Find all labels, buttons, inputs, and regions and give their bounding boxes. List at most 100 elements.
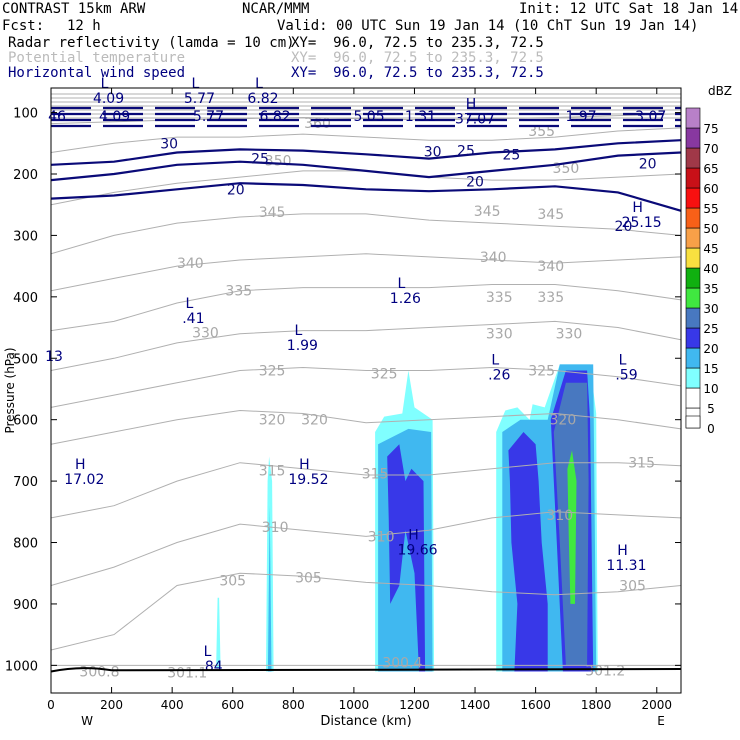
theta-label-19: 320	[259, 413, 286, 429]
colorbar-label-15: 15	[703, 362, 718, 376]
extremum-value-15: .84	[200, 659, 222, 675]
reflectivity-cell-5	[387, 444, 426, 672]
extremum-L-marker-7: L	[294, 323, 302, 339]
theta-label-28: 305	[219, 574, 246, 590]
y-tick-label-600: 600	[13, 414, 38, 429]
theta-contour-310	[51, 511, 681, 586]
model-title: CONTRAST 15km ARW	[2, 1, 146, 17]
jet-value-7: 3.07	[635, 109, 666, 125]
extremum-value-10: 13	[45, 349, 63, 365]
wind-label-6: 20	[466, 174, 484, 190]
theta-label-0: 360	[304, 116, 331, 132]
extremum-value-13: 19.66	[397, 542, 437, 558]
colorbar-below-swatch	[685, 415, 701, 429]
reflectivity-cell-8	[508, 432, 548, 672]
x-end-label-right: E	[657, 714, 665, 728]
theta-label-9: 340	[537, 259, 564, 275]
extremum-value-3: 37.07	[455, 111, 495, 127]
field-reflectivity-name: Radar reflectivity (lamda = 10 cm)	[8, 35, 295, 51]
x-end-label-left: W	[81, 714, 93, 728]
x-tick-label-1800: 1800	[581, 698, 612, 712]
extremum-value-6: .41	[182, 311, 204, 327]
wind-contour-30	[51, 139, 681, 166]
wind-contour-layer	[51, 106, 681, 212]
theta-label-21: 320	[550, 413, 577, 429]
theta-label-24: 315	[628, 456, 655, 472]
jet-value-2: 5.77	[193, 109, 224, 125]
y-tick-label-200: 200	[13, 168, 38, 183]
colorbar-label-30: 30	[703, 302, 718, 316]
colorbar-swatch-40	[685, 247, 701, 269]
x-tick-label-1600: 1600	[520, 698, 551, 712]
field-theta-name: Potential temperature	[8, 50, 186, 66]
colorbar-swatch-70	[685, 127, 701, 149]
x-tick-label-1000: 1000	[339, 698, 370, 712]
x-tick-label-400: 400	[161, 698, 184, 712]
theta-label-5: 345	[474, 204, 501, 220]
theta-label-12: 335	[537, 290, 564, 306]
theta-label-22: 315	[259, 464, 286, 480]
field-theta-xy: XY= 96.0, 72.5 to 235.3, 72.5	[291, 50, 544, 66]
x-tick-label-2000: 2000	[641, 698, 672, 712]
y-axis-title: Pressure (hPa)	[3, 347, 17, 433]
x-tick-label-1200: 1200	[399, 698, 430, 712]
wind-label-7: 20	[615, 219, 633, 235]
colorbar-label-40: 40	[703, 262, 718, 276]
field-reflectivity-xy: XY= 96.0, 72.5 to 235.3, 72.5	[291, 35, 544, 51]
extremum-H-marker-4: H	[632, 200, 643, 216]
colorbar-label-20: 20	[703, 342, 718, 356]
field-wind-name: Horizontal wind speed	[8, 65, 186, 81]
x-tick-label-600: 600	[221, 698, 244, 712]
extremum-value-12: 19.52	[288, 472, 328, 488]
reflectivity-cell-2	[267, 505, 272, 672]
theta-contour-335	[51, 284, 681, 332]
forecast-hours: 12 h	[67, 18, 101, 34]
theta-contour-350	[51, 170, 681, 206]
extremum-value-7: 1.99	[287, 338, 318, 354]
theta-contour-345	[51, 213, 681, 255]
jet-value-6: 1.97	[565, 109, 596, 125]
wind-label-1: 30	[424, 144, 442, 160]
theta-label-8: 340	[480, 250, 507, 266]
colorbar-label-50: 50	[703, 222, 718, 236]
field-wind-xy: XY= 96.0, 72.5 to 235.3, 72.5	[291, 65, 544, 81]
theta-label-17: 325	[371, 367, 398, 383]
colorbar-label-45: 45	[703, 242, 718, 256]
colorbar-label-75: 75	[703, 122, 718, 136]
colorbar-label-70: 70	[703, 142, 718, 156]
theta-contour-320	[51, 409, 681, 445]
theta-label-7: 340	[177, 256, 204, 272]
wind-label-2: 25	[251, 152, 269, 168]
extremum-L-marker-6: L	[185, 296, 193, 312]
colorbar-swatch-10	[685, 367, 701, 389]
colorbar-label-55: 55	[703, 202, 718, 216]
theta-label-30: 305	[619, 579, 646, 595]
y-tick-label-300: 300	[13, 229, 38, 244]
extremum-value-11: 17.02	[64, 472, 104, 488]
theta-label-11: 335	[486, 290, 513, 306]
theta-label-33: 300.4	[382, 655, 422, 671]
extremum-H-marker-14: H	[617, 543, 628, 559]
extremum-value-1: 5.77	[184, 91, 215, 107]
jet-value-1: 4.09	[99, 109, 130, 125]
extremum-L-marker-0: L	[101, 76, 109, 92]
y-tick-label-1000: 1000	[5, 659, 38, 674]
wind-label-5: 20	[227, 182, 245, 198]
y-tick-label-400: 400	[13, 291, 38, 306]
init-time: Init: 12 UTC Sat 18 Jan 14	[519, 1, 739, 17]
extremum-value-8: .26	[488, 367, 510, 383]
extremum-value-9: .59	[615, 367, 637, 383]
extremum-H-marker-12: H	[299, 457, 310, 473]
extremum-value-0: 4.09	[93, 91, 124, 107]
theta-label-31: 300.8	[79, 665, 119, 681]
colorbar-swatch-50	[685, 207, 701, 229]
wind-label-8: 20	[639, 157, 657, 173]
extremum-L-marker-5: L	[397, 276, 405, 292]
theta-label-10: 335	[225, 284, 252, 300]
theta-label-13: 330	[192, 325, 219, 341]
reflectivity-layer	[216, 364, 598, 672]
theta-label-34: 301.2	[585, 663, 625, 679]
reflectivity-cell-0	[216, 597, 221, 669]
colorbar-swatch-5	[685, 387, 701, 409]
colorbar-swatch-15	[685, 347, 701, 369]
